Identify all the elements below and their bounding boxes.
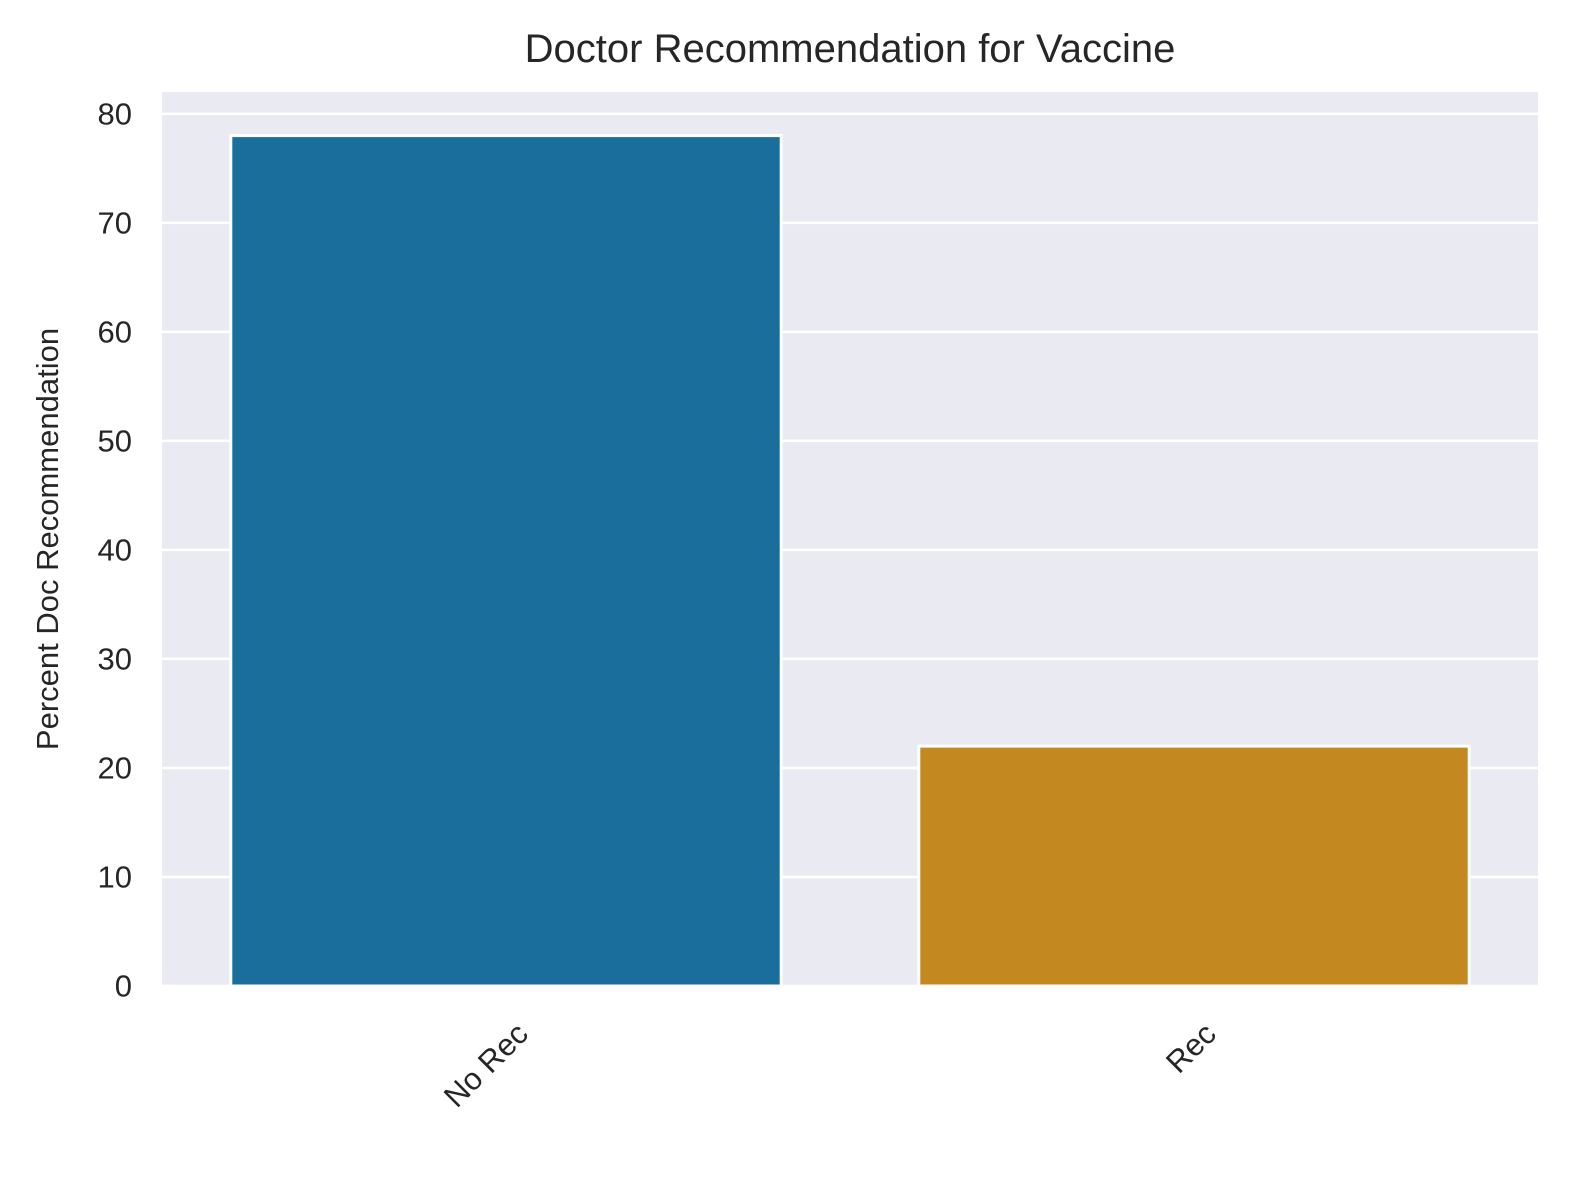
x-tick-labels: No Rec Rec	[437, 1016, 1223, 1114]
y-tick-label: 30	[98, 641, 132, 676]
y-tick-label: 50	[98, 423, 132, 458]
y-tick-label: 0	[115, 969, 132, 1004]
y-tick-label: 80	[98, 96, 132, 131]
y-tick-label: 10	[98, 859, 132, 894]
chart-title: Doctor Recommendation for Vaccine	[525, 27, 1176, 71]
y-tick-label: 70	[98, 205, 132, 240]
bar-rec	[917, 744, 1471, 988]
y-axis-label: Percent Doc Recommendation	[30, 328, 65, 750]
bars	[229, 134, 1471, 988]
y-tick-labels: 0 10 20 30 40 50 60 70 80	[98, 96, 132, 1003]
bar-no-rec	[229, 134, 783, 988]
y-tick-label: 60	[98, 314, 132, 349]
y-tick-label: 40	[98, 532, 132, 567]
x-tick-label: No Rec	[437, 1016, 535, 1114]
x-tick-label: Rec	[1159, 1016, 1223, 1080]
y-tick-label: 20	[98, 750, 132, 785]
